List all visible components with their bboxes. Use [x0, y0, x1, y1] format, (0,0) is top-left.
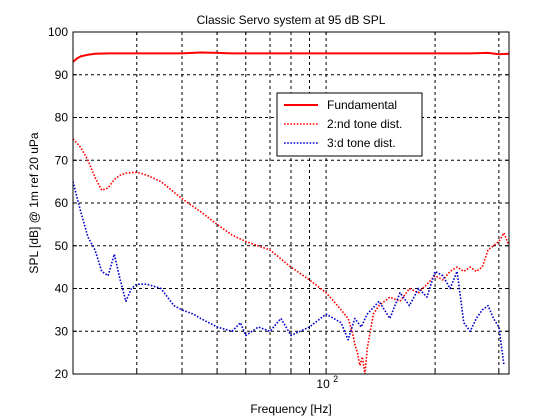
series-line-2 — [73, 181, 505, 366]
y-tick-label: 90 — [55, 68, 69, 82]
series-line-0 — [73, 51, 509, 63]
legend: Fundamental 2:nd tone dist. 3:d tone dis… — [276, 92, 423, 157]
x-axis-label: Frequency [Hz] — [250, 402, 331, 416]
y-tick-label: 60 — [55, 196, 69, 210]
legend-label-fundamental: Fundamental — [327, 98, 397, 112]
y-axis-label: SPL [dB] @ 1m ref 20 uPa — [27, 132, 41, 273]
legend-label-3rd-tone: 3:d tone dist. — [327, 136, 396, 150]
x-tick-label-exponent: 2 — [333, 374, 338, 384]
y-tick-label: 70 — [55, 153, 69, 167]
x-tick-label: 10 — [316, 377, 330, 391]
axis-ticks — [73, 31, 509, 375]
y-tick-label: 80 — [55, 111, 69, 125]
series-layer — [73, 51, 509, 374]
chart-title: Classic Servo system at 95 dB SPL — [197, 13, 386, 27]
y-tick-label: 40 — [55, 282, 69, 296]
legend-label-2nd-tone: 2:nd tone dist. — [327, 117, 402, 131]
y-tick-label: 30 — [55, 324, 69, 338]
y-tick-label: 100 — [48, 25, 68, 39]
series-line-1 — [73, 138, 509, 374]
y-tick-label: 50 — [55, 239, 69, 253]
y-tick-label: 20 — [55, 367, 69, 381]
